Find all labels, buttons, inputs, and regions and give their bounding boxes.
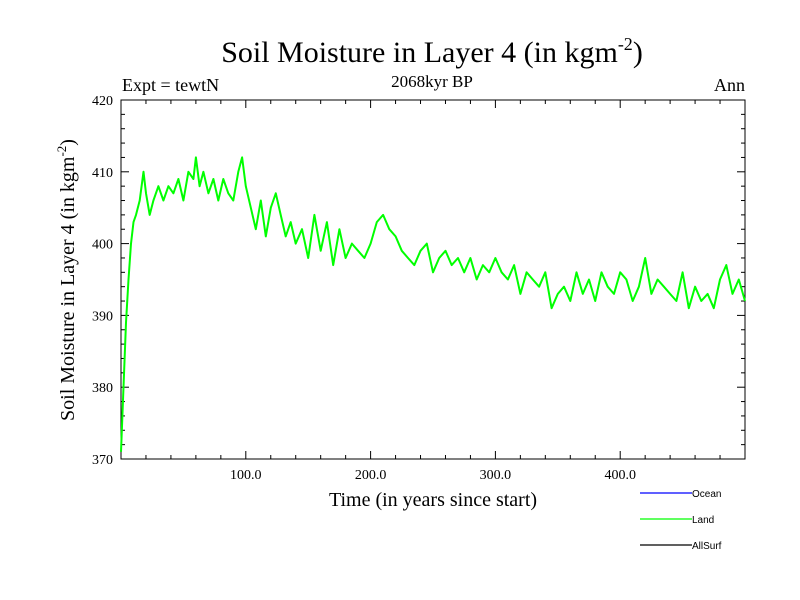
axis-ticks: 370 380 390 400 410 420 100.0 200.0 300.0 400.0 [92,94,745,483]
y-axis-label: Soil Moisture in Layer 4 (in kgm-2) [54,139,79,421]
legend-label-allsurf: AllSurf [692,541,722,552]
x-tick-label: 100.0 [230,468,262,483]
y-tick-label: 400 [92,238,113,253]
y-tick-label: 410 [92,166,113,181]
legend-label-ocean: Ocean [692,489,721,500]
plot-frame [120,99,746,460]
chart-title: Soil Moisture in Layer 4 (in kgm-2) [221,34,643,69]
legend-item-allsurf: AllSurf [640,541,722,552]
legend: Ocean Land AllSurf [640,489,722,552]
y-tick-label: 380 [92,381,113,396]
y-tick-label: 420 [92,94,113,109]
season-label: Ann [714,75,745,95]
x-tick-label: 400.0 [604,468,636,483]
x-axis-label: Time (in years since start) [329,489,537,511]
legend-item-ocean: Ocean [640,489,721,500]
legend-item-land: Land [640,515,714,526]
legend-label-land: Land [692,515,714,526]
y-tick-label: 370 [92,453,113,468]
chart-subtitle: 2068kyr BP [391,72,473,91]
x-tick-label: 200.0 [355,468,387,483]
x-tick-label: 300.0 [480,468,512,483]
y-tick-label: 390 [92,309,113,324]
series-line-land [120,156,746,452]
series-layer [120,156,746,452]
experiment-label: Expt = tewtN [122,75,219,95]
